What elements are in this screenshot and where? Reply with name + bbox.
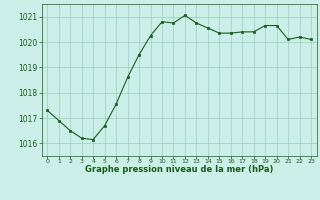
- X-axis label: Graphe pression niveau de la mer (hPa): Graphe pression niveau de la mer (hPa): [85, 165, 273, 174]
